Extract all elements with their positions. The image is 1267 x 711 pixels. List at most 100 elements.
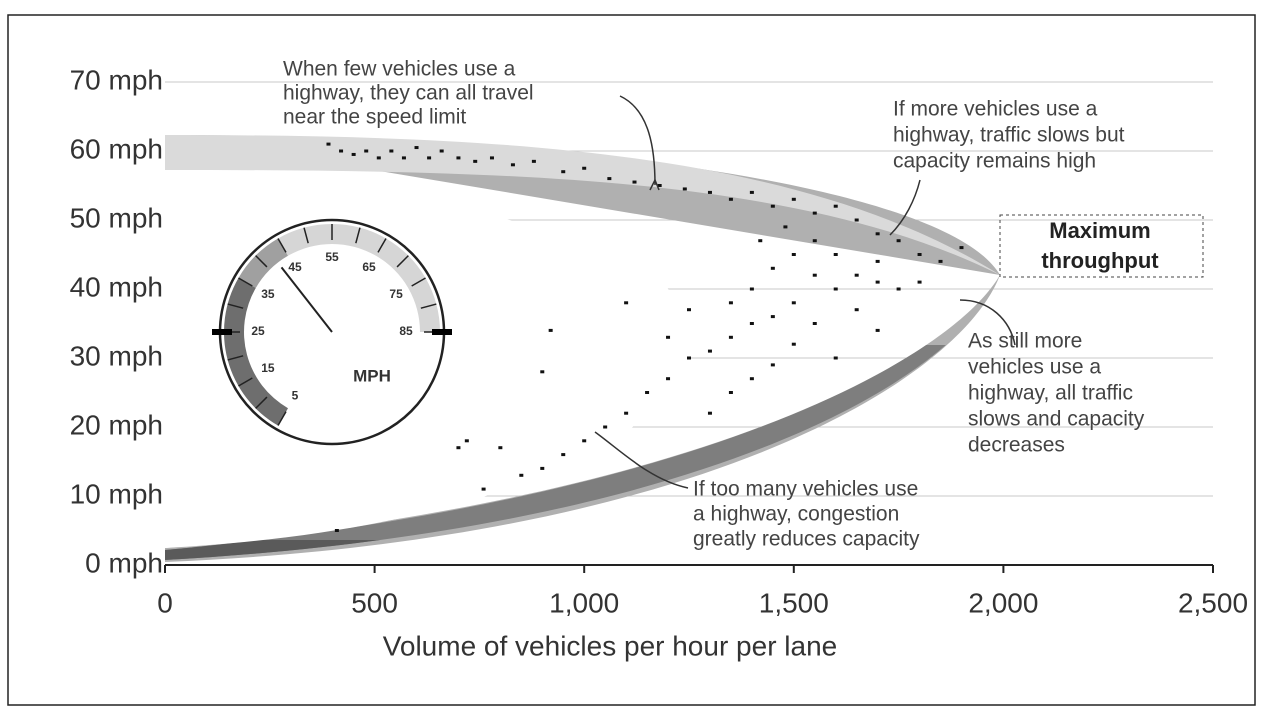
point [833,287,838,291]
band-darkest [165,540,665,560]
point [657,184,662,187]
point [833,204,838,208]
point [326,142,331,146]
point [707,411,712,415]
point [770,315,775,319]
annotation: greatly reduces capacity [693,528,920,551]
point [812,322,817,325]
point [791,342,796,346]
gauge-label: 35 [261,287,275,301]
frame [7,14,1256,706]
point [376,156,381,160]
gauge-tick [255,396,268,409]
y-tick-label: 0 mph [85,547,163,578]
point [481,487,486,491]
x-tick-label: 0 [157,587,173,618]
point [632,180,637,184]
annotation: near the speed limit [283,106,466,129]
point [582,166,587,170]
point [875,232,880,236]
point [749,377,754,381]
point [464,439,469,443]
gauge-band-dark [224,278,288,426]
gauge-tick [277,411,287,426]
gauge-tick [238,277,253,287]
point [896,239,901,243]
point [707,349,712,353]
point [401,156,406,160]
point [389,149,394,153]
point [854,273,859,277]
point [540,466,545,470]
point [791,197,796,201]
point [624,301,629,305]
point [749,287,754,291]
point [854,308,859,312]
point [875,259,880,263]
gauge-tick [303,227,309,244]
point [666,335,671,339]
gauge-label: 5 [292,388,299,402]
point [456,446,461,450]
point [854,218,859,222]
annotation: highway, all traffic [968,382,1133,405]
point [917,253,922,256]
point [607,177,612,181]
point [749,190,754,194]
point [896,287,901,291]
point [770,204,775,208]
y-tick-label: 60 mph [70,133,163,164]
annotation: When few vehicles use a [283,58,516,81]
gauge-unit: MPH [353,366,391,385]
point [770,266,775,270]
annotation: a highway, congestion [693,503,899,526]
annotation: If more vehicles use a [893,98,1098,121]
y-tick-label: 50 mph [70,202,163,233]
point [666,377,671,381]
point [682,187,687,191]
point [812,211,817,215]
annotation: decreases [968,434,1065,457]
point [364,149,369,153]
gauge-tick [411,277,426,287]
point [427,156,432,160]
point [875,328,880,332]
y-tick-label: 30 mph [70,340,163,371]
annotation: capacity remains high [893,150,1096,173]
annotation: slows and capacity [968,408,1145,431]
point [959,246,964,250]
point [561,453,566,457]
x-tick-label: 1,000 [549,587,619,618]
point [510,163,515,167]
gauge-tick [420,303,437,309]
point [707,190,712,194]
gauge-label: 45 [288,260,302,274]
point [489,156,494,160]
gauge-label: 85 [399,324,413,338]
point [473,159,478,163]
annotation: As still more [968,330,1082,353]
point [334,529,339,532]
point [603,425,608,429]
gauge-tick [227,355,244,361]
arrows [594,95,1016,489]
point [791,301,796,305]
annotation: highway, they can all travel [283,82,534,105]
point [875,280,880,284]
point [728,335,733,339]
point [833,356,838,360]
point [540,370,545,374]
gauge-needle [280,266,333,333]
arrow [959,299,1016,346]
point [414,146,419,150]
gauge-band-light [278,223,440,332]
point [498,446,503,450]
gauge-tick [255,255,268,268]
gauge-label: 15 [261,361,275,375]
point [938,259,943,263]
point [519,473,524,477]
x-tick-label: 500 [351,587,398,618]
throughput-box [999,214,1204,278]
